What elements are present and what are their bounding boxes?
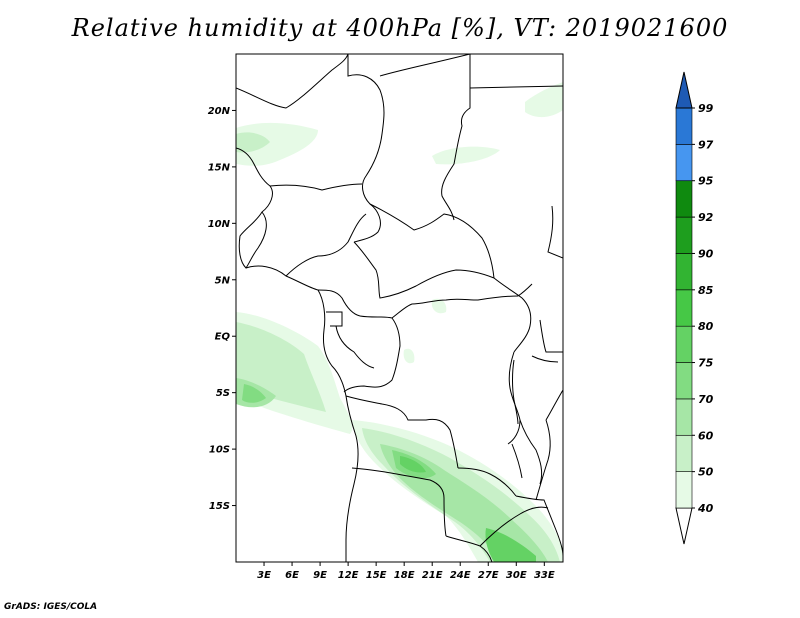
lake-tanganyika [512,359,519,425]
colorbar-segment [675,107,693,145]
humidity-area [242,384,266,403]
lat-tick-label: EQ [215,332,231,343]
lat-tick-label: 5S [216,388,230,399]
border-line [493,277,532,353]
colorbar-segment [675,398,693,436]
border-line [369,203,495,279]
humidity-area [485,528,536,562]
border-line [269,183,363,191]
border-line [517,283,533,297]
lat-tick-label: 20N [208,106,231,117]
lat-tick-label: 15N [208,162,231,173]
lon-tick-label: 30E [506,570,527,581]
border-line [547,205,563,259]
lat-tick-label: 5N [215,275,231,286]
colorbar-label: 95 [698,175,714,188]
border-line [441,54,471,221]
border-line [457,467,517,497]
colorbar-segment [675,289,693,327]
lon-tick-label: 24E [450,570,471,581]
colorbar-label: 70 [698,393,714,406]
lon-tick-label: 18E [394,570,415,581]
border-line [515,495,563,557]
colorbar-label: 99 [698,102,714,115]
colorbar-label: 97 [698,138,714,151]
humidity-area [400,456,426,473]
border-line [539,319,563,353]
colorbar-segment [675,216,693,254]
colorbar-high-triangle [675,71,693,109]
border-line [479,506,549,547]
lat-tick-label: 15S [209,501,230,512]
border-line [535,419,551,501]
colorbar-label: 92 [698,211,714,224]
border-line [351,467,447,537]
humidity-area [431,298,447,314]
latitude-axis: 20N 15N 10N 5N EQ 5S 10S 15S [208,106,236,512]
humidity-area [525,82,563,118]
humidity-area [236,132,270,153]
border-line [285,213,367,277]
colorbar-label: 60 [698,429,714,442]
colorbar-segment [675,362,693,400]
border-line [519,419,543,485]
border-line [245,211,267,269]
colorbar: 40 50 60 70 75 80 85 90 92 95 97 99 [675,71,714,545]
lon-tick-label: 33E [534,570,555,581]
lon-tick-label: 15E [366,570,387,581]
colorbar-segment [675,180,693,218]
lon-tick-label: 27E [478,570,499,581]
colorbar-low-triangle [675,507,693,545]
map-frame [235,53,564,563]
humidity-area [236,122,318,166]
colorbar-segment [675,144,693,182]
colorbar-label: 40 [697,502,714,515]
border-line [391,295,519,319]
humidity-field [236,82,563,562]
border-line [353,241,495,299]
colorbar-label: 75 [698,357,714,370]
lon-tick-label: 3E [257,570,271,581]
colorbar-segment [675,325,693,363]
lat-tick-label: 10N [208,219,231,230]
border-line [379,54,471,77]
border-line [469,85,563,89]
lon-tick-label: 9E [313,570,327,581]
longitude-axis: 3E 6E 9E 12E 15E 18E 21E 24E 27E 30E 33E [257,562,555,581]
border-line [317,289,361,317]
colorbar-segment [675,471,693,509]
map-title: Relative humidity at 400hPa [%], VT: 201… [71,14,729,42]
colorbar-label: 80 [698,320,714,333]
humidity-area [403,348,415,364]
country-boundaries [236,54,563,562]
border-line [335,325,375,369]
colorbar-label: 85 [698,284,714,297]
border-line [545,389,563,421]
border-line [326,311,343,327]
credit-label: GrADS: IGES/COLA [4,602,98,612]
lon-tick-label: 6E [285,570,299,581]
border-line [531,355,559,363]
lon-tick-label: 12E [338,570,359,581]
colorbar-segment [675,434,693,472]
lake-malawi [511,443,523,479]
colorbar-label: 90 [698,247,714,260]
border-line [345,395,459,469]
border-line [347,54,385,243]
border-line [343,315,401,393]
border-line [236,54,349,109]
lat-tick-label: 10S [209,445,230,456]
colorbar-label: 50 [698,466,714,479]
lon-tick-label: 21E [422,570,443,581]
humidity-area [432,146,500,165]
colorbar-segment [675,253,693,291]
